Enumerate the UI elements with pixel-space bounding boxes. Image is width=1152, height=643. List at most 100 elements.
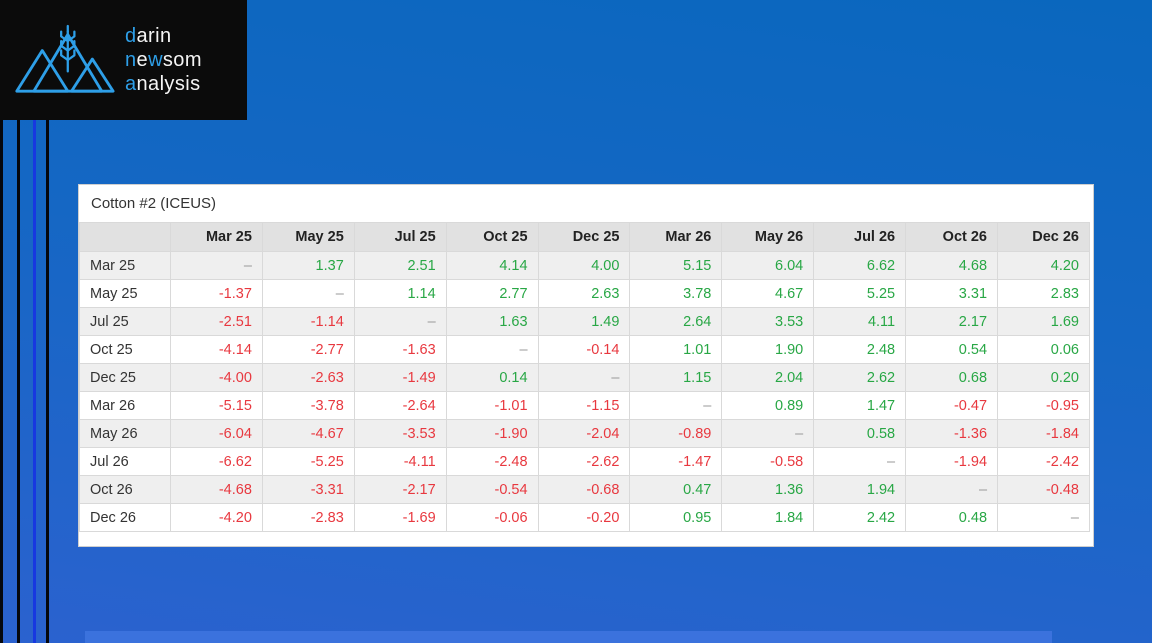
spread-cell: 1.84	[721, 503, 815, 532]
column-header: Oct 25	[445, 222, 539, 252]
spread-cell: 0.95	[629, 503, 723, 532]
spread-cell: –	[813, 447, 907, 476]
spread-cell: 2.64	[629, 307, 723, 336]
spread-cell: 1.01	[629, 335, 723, 364]
table-row: Oct 25 -4.14 -2.77 -1.63– -0.14 1.01 1.90 2.48 0…	[79, 335, 1090, 364]
spread-cell: 1.69	[997, 307, 1090, 336]
column-header: Dec 26	[997, 222, 1090, 252]
spread-cell: 1.94	[813, 475, 907, 504]
logo-accent-letter: d	[125, 25, 137, 47]
spread-cell: -1.94	[905, 447, 999, 476]
spread-cell: -0.54	[445, 475, 539, 504]
spread-cell: -1.14	[261, 307, 355, 336]
table-body: Mar 25–1.37 2.51 4.14 4.00 5.15 6.04 6.62 4.68 4…	[79, 251, 1090, 532]
spread-cell: -2.83	[261, 503, 355, 532]
spread-cell: 0.68	[905, 363, 999, 392]
spread-cell: 3.53	[721, 307, 815, 336]
spread-cell: -2.51	[170, 307, 263, 336]
spread-cell: -0.68	[537, 475, 631, 504]
spread-cell: 4.14	[445, 251, 539, 280]
column-header: May 26	[721, 222, 815, 252]
spread-cell: 5.15	[629, 251, 723, 280]
spread-cell: 2.77	[445, 279, 539, 308]
spread-matrix-table: Mar 25 May 25 Jul 25 Oct 25 Dec 25 Mar 26 May …	[79, 222, 1090, 532]
spread-cell: 1.14	[353, 279, 447, 308]
table-row: May 25 -1.37–1.14 2.77 2.63 3.78 4.67 5.25 3.31…	[79, 279, 1090, 308]
spread-cell: -1.69	[353, 503, 447, 532]
spread-cell: -1.84	[997, 419, 1090, 448]
spread-cell: -2.63	[261, 363, 355, 392]
spread-cell: 6.62	[813, 251, 907, 280]
logo-letter: arin	[136, 25, 172, 47]
spread-cell: -0.95	[997, 391, 1090, 420]
table-row: Jul 25 -2.51 -1.14–1.63 1.49 2.64 3.53 4.11 2.1…	[79, 307, 1090, 336]
spread-cell: -0.48	[997, 475, 1090, 504]
spread-cell: –	[997, 503, 1090, 532]
spread-cell: 1.90	[721, 335, 815, 364]
spread-cell: -2.77	[261, 335, 355, 364]
spread-cell: 1.15	[629, 363, 723, 392]
spread-cell: -4.00	[170, 363, 263, 392]
spread-cell: -1.63	[353, 335, 447, 364]
spread-cell: -0.14	[537, 335, 631, 364]
spread-cell: –	[629, 391, 723, 420]
spread-cell: -1.49	[353, 363, 447, 392]
table-row: May 26 -6.04 -4.67 -3.53 -1.90 -2.04 -0.89–0.5…	[79, 419, 1090, 448]
pinstripe-black-2	[17, 120, 20, 643]
spread-cell: -6.04	[170, 419, 263, 448]
spread-cell: -4.11	[353, 447, 447, 476]
pinstripe-black-1	[0, 120, 3, 643]
table-row: Mar 26 -5.15 -3.78 -2.64 -1.01 -1.15–0.89 1.47…	[79, 391, 1090, 420]
pinstripe-blue	[33, 120, 36, 643]
logo-wordmark: darin newsom analysis	[125, 24, 202, 96]
table-row: Oct 26 -4.68 -3.31 -2.17 -0.54 -0.68 0.47 1.36 1…	[79, 475, 1090, 504]
spread-cell: -2.04	[537, 419, 631, 448]
spread-cell: -2.42	[997, 447, 1090, 476]
spread-cell: -6.62	[170, 447, 263, 476]
table-row: Jul 26 -6.62 -5.25 -4.11 -2.48 -2.62 -1.47 -0.5…	[79, 447, 1090, 476]
table-row: Mar 25–1.37 2.51 4.14 4.00 5.15 6.04 6.62 4.68 4…	[79, 251, 1090, 280]
spread-cell: 1.37	[261, 251, 355, 280]
logo-accent-letter: n	[125, 49, 137, 71]
table-row: Dec 25 -4.00 -2.63 -1.49 0.14–1.15 2.04 2.62 0.…	[79, 363, 1090, 392]
logo-accent-letter: a	[125, 73, 137, 95]
logo: darin newsom analysis	[0, 0, 247, 120]
spread-cell: -2.48	[445, 447, 539, 476]
logo-line-1: darin	[125, 24, 202, 48]
row-header: Oct 26	[79, 475, 171, 504]
spread-cell: 4.20	[997, 251, 1090, 280]
spread-cell: -1.90	[445, 419, 539, 448]
spread-cell: 2.48	[813, 335, 907, 364]
spread-cell: -4.14	[170, 335, 263, 364]
corner-cell	[79, 222, 171, 252]
spread-cell: -0.89	[629, 419, 723, 448]
spread-cell: 4.00	[537, 251, 631, 280]
spread-cell: 2.17	[905, 307, 999, 336]
spread-cell: -1.15	[537, 391, 631, 420]
spread-cell: -0.20	[537, 503, 631, 532]
spread-cell: -5.25	[261, 447, 355, 476]
column-header: Dec 25	[537, 222, 631, 252]
spread-cell: 1.63	[445, 307, 539, 336]
spread-cell: -1.01	[445, 391, 539, 420]
spread-cell: 1.49	[537, 307, 631, 336]
spread-cell: 3.31	[905, 279, 999, 308]
bottom-accent-bar	[85, 631, 1052, 643]
spread-cell: -2.64	[353, 391, 447, 420]
pinstripe-black-3	[46, 120, 49, 643]
row-header: Jul 25	[79, 307, 171, 336]
row-header: Dec 26	[79, 503, 171, 532]
spread-cell: -4.20	[170, 503, 263, 532]
table-header-row: Mar 25 May 25 Jul 25 Oct 25 Dec 25 Mar 26 May …	[79, 222, 1090, 252]
spread-cell: 2.42	[813, 503, 907, 532]
spread-cell: 2.04	[721, 363, 815, 392]
spread-cell: 5.25	[813, 279, 907, 308]
spread-cell: -4.68	[170, 475, 263, 504]
spread-cell: -0.58	[721, 447, 815, 476]
spread-cell: 0.20	[997, 363, 1090, 392]
spread-cell: 0.14	[445, 363, 539, 392]
card-title: Cotton #2 (ICEUS)	[79, 185, 1093, 222]
spread-cell: 6.04	[721, 251, 815, 280]
logo-letter: e	[136, 49, 149, 71]
logo-accent-letter: w	[148, 49, 163, 71]
